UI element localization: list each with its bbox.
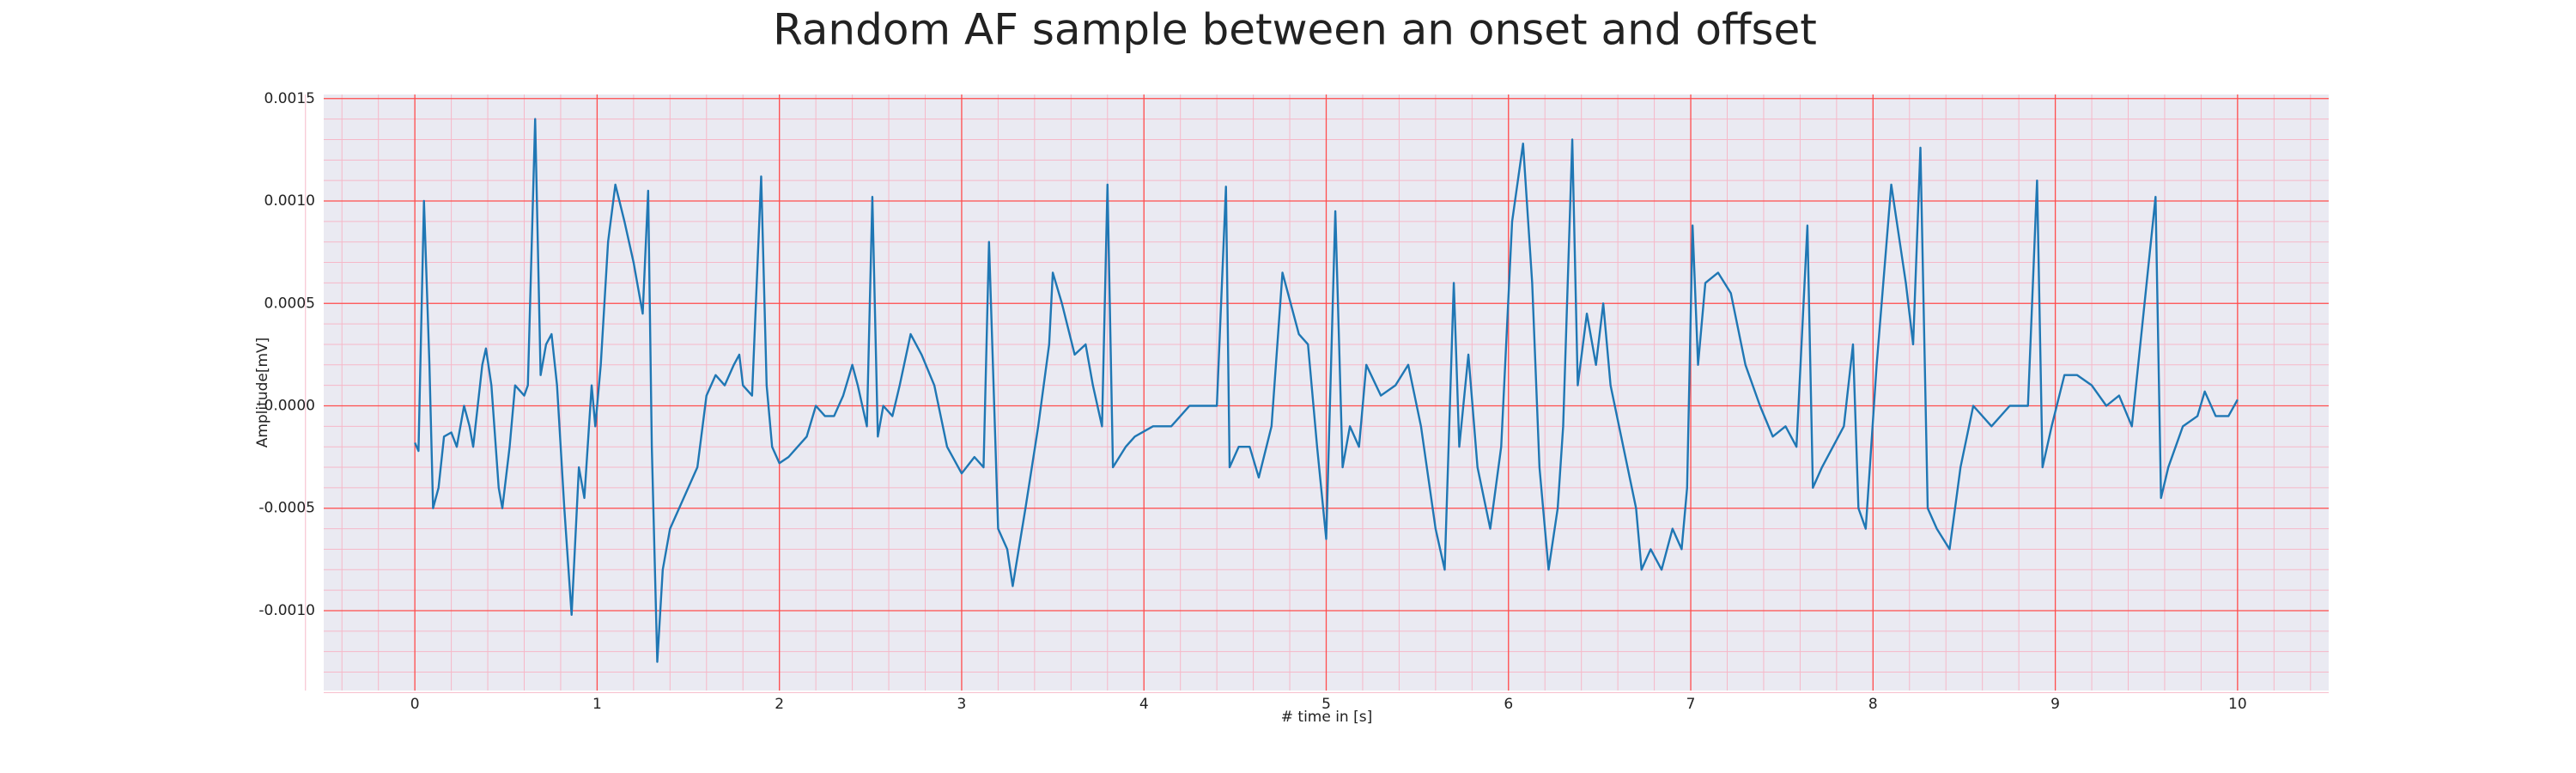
x-tick-label: 0 [410, 696, 420, 713]
x-tick-label: 10 [2228, 696, 2247, 713]
y-tick-label: -0.0005 [258, 500, 315, 517]
y-tick-label: 0.0005 [264, 295, 315, 312]
x-tick-label: 9 [2050, 696, 2060, 713]
x-tick-label: 7 [1686, 696, 1696, 713]
x-tick-label: 5 [1321, 696, 1331, 713]
x-tick-label: 1 [592, 696, 602, 713]
y-tick-label: -0.0010 [258, 602, 315, 619]
x-tick-label: 8 [1868, 696, 1878, 713]
y-tick-label: 0.0015 [264, 90, 315, 107]
x-tick-label: 6 [1504, 696, 1513, 713]
y-tick-label: 0.0010 [264, 192, 315, 210]
x-tick-label: 4 [1139, 696, 1149, 713]
y-axis-label: Amplitude[mV] [254, 338, 271, 448]
signal-line [414, 118, 2239, 663]
x-tick-label: 3 [957, 696, 967, 713]
x-tick-label: 2 [775, 696, 784, 713]
y-tick-label: 0.0000 [264, 398, 315, 415]
chart-title: Random AF sample between an onset and of… [773, 5, 1817, 55]
x-axis-label: # time in [s] [1281, 709, 1372, 726]
